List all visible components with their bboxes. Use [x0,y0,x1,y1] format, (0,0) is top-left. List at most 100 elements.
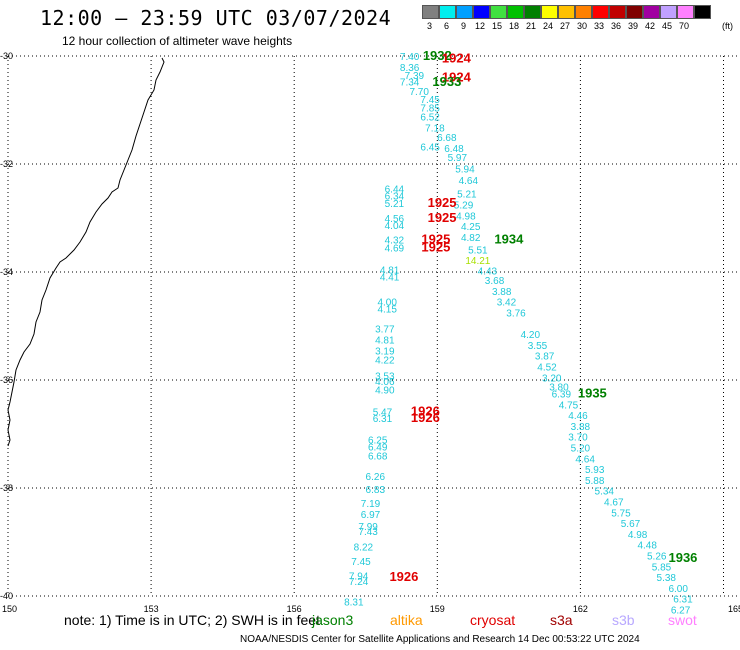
wave-height-reading: 5.88 [585,476,605,487]
wave-height-reading: 4.67 [604,498,624,509]
scale-swatch [643,5,660,19]
legend-cryosat: cryosat [470,612,516,628]
wave-height-reading: 5.93 [585,465,605,476]
wave-height-reading: 4.98 [628,530,648,541]
wave-height-reading: 6.39 [552,390,572,401]
wave-height-reading: 5.94 [455,164,475,175]
wave-height-reading: 6.44 [385,184,405,195]
wave-height-reading: 6.83 [366,485,386,496]
wave-height-reading: 7.43 [358,527,378,538]
pass-time-label: 1925 [428,210,457,225]
scale-label: 18 [509,21,520,31]
wave-height-reading: 4.52 [537,363,557,374]
latitude-label: -30 [0,51,13,61]
wave-height-reading: 4.81 [375,336,395,347]
wave-height-reading: 5.34 [595,487,615,498]
wave-height-reading: 5.97 [448,153,468,164]
longitude-label: 153 [144,604,159,614]
wave-height-reading: 7.45 [420,95,440,106]
longitude-label: 165 [728,604,740,614]
wave-height-reading: 5.21 [457,190,477,201]
legend-altika: altika [390,612,423,628]
scale-label: 21 [526,21,537,31]
legend-jason3: jason3 [312,612,354,628]
wave-height-reading: 7.19 [361,499,381,510]
latitude-label: -32 [0,159,13,169]
pass-time-label: 1925 [428,195,457,210]
wave-height-reading: 5.85 [652,562,672,573]
wave-height-reading: 6.25 [368,435,388,446]
wave-height-reading: 6.45 [420,143,440,154]
wave-height-reading: 4.48 [637,541,657,552]
wave-height-reading: 6.97 [361,510,381,521]
scale-swatch [456,5,473,19]
wave-height-reading: 4.69 [385,244,405,255]
scale-swatch [524,5,541,19]
legend-s3a: s3a [550,612,573,628]
pass-time-label: 1936 [668,550,697,565]
scale-swatch [422,5,439,19]
wave-height-reading: 4.32 [385,236,405,247]
scale-swatch [575,5,592,19]
wave-height-reading: 6.68 [437,133,457,144]
scale-label: 45 [662,21,673,31]
wave-height-reading: 8.22 [354,542,374,553]
pass-time-label: 1933 [432,74,461,89]
wave-height-reading: 4.41 [380,272,400,283]
scale-swatch [660,5,677,19]
scale-label: 12 [475,21,486,31]
scale-label: 27 [560,21,571,31]
wave-height-reading: 6.49 [368,442,388,453]
scale-swatch [473,5,490,19]
scale-swatch [507,5,524,19]
wave-height-reading: 4.56 [385,214,405,225]
wave-height-reading: 6.31 [373,414,393,425]
scale-label: 42 [645,21,656,31]
scale-label: 6 [444,21,450,31]
wave-height-reading: 4.90 [375,386,395,397]
wave-height-reading: 5.47 [373,407,393,418]
latitude-label: -40 [0,591,13,601]
map-subtitle: 12 hour collection of altimeter wave hei… [62,34,293,48]
wave-height-reading: 3.80 [549,382,569,393]
wave-height-reading: 5.26 [647,552,667,563]
scale-label: 3 [427,21,433,31]
scale-label: 15 [492,21,503,31]
wave-height-reading: 3.76 [506,309,526,320]
wave-height-reading: 3.42 [497,298,517,309]
wave-height-reading: 3.88 [571,422,591,433]
scale-swatch [558,5,575,19]
wave-height-reading: 6.48 [444,144,464,155]
pass-time-label: 1935 [578,386,607,401]
wave-height-reading: 3.19 [375,346,395,357]
wave-height-reading: 6.68 [368,452,388,463]
pass-time-label: 1924 [442,51,472,66]
scale-swatch [626,5,643,19]
latitude-label: -36 [0,375,13,385]
scale-label: 70 [679,21,690,31]
axis-labels: 150 153 156 159 162 165 -30 -32 -34 -36 -38 -40 [0,51,740,614]
wave-height-reading: 4.75 [559,400,579,411]
scale-label: 39 [628,21,639,31]
wave-height-reading: 5.38 [657,573,677,584]
wave-height-reading: 8.36 [400,63,420,74]
longitude-label: 162 [573,604,588,614]
wave-height-reading: 5.51 [468,245,488,256]
wave-height-reading: 6.00 [668,584,688,595]
longitude-label: 159 [430,604,445,614]
wave-height-reading: 3.87 [535,352,555,363]
wave-height-reading: 3.68 [485,276,505,287]
color-scale [422,5,711,19]
wave-height-reading: 4.43 [478,266,498,277]
wave-height-reading: 7.40 [400,52,420,63]
pass-time-label: 1925 [421,240,450,255]
legend-s3b: s3b [612,612,635,628]
wave-height-reading: 7.85 [420,103,440,114]
wave-height-reading: 5.75 [611,508,631,519]
wave-height-reading: 7.39 [405,71,425,82]
legend-swot: swot [668,612,697,628]
scale-label: 33 [594,21,605,31]
wave-height-reading: 3.20 [542,373,562,384]
scale-label: 30 [577,21,588,31]
wave-height-reading: 7.70 [409,87,429,98]
